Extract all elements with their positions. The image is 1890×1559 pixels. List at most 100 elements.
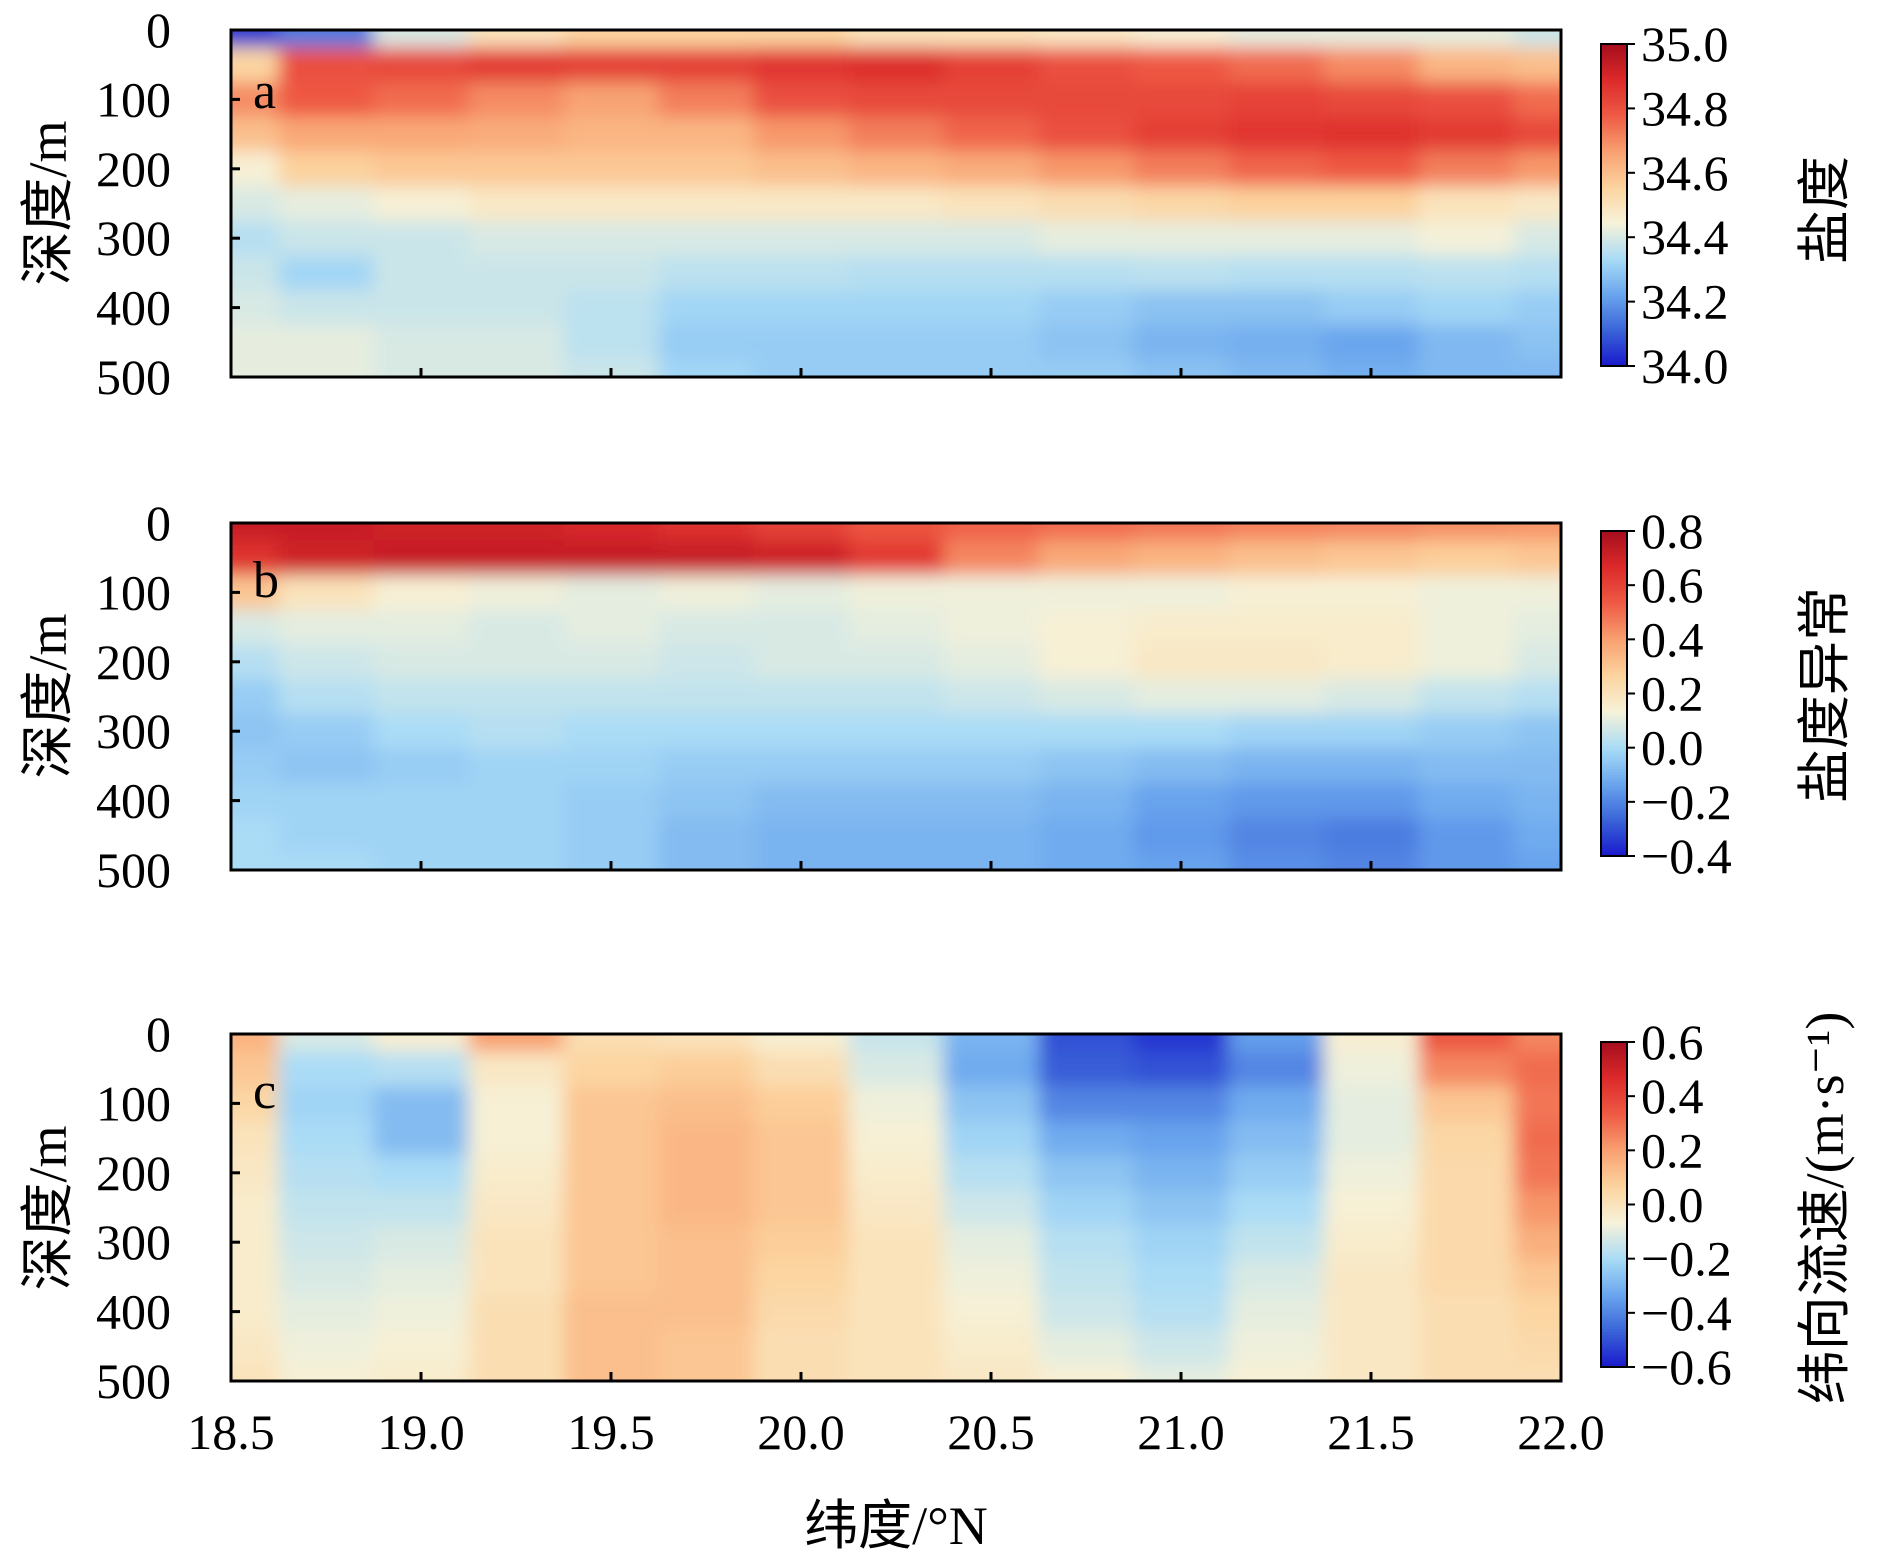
colorbar-swatch: [1601, 628, 1627, 632]
heatmap-cell: [848, 1051, 945, 1087]
colorbar-swatch: [1601, 84, 1627, 88]
heatmap-cell: [848, 220, 945, 257]
colorbar-swatch: [1601, 604, 1627, 608]
colorbar-tick-label: 34.6: [1641, 145, 1729, 201]
heatmap-cell: [1323, 30, 1420, 48]
heatmap-cell: [231, 1120, 280, 1157]
colorbar-swatch: [1601, 199, 1627, 203]
colorbar-swatch: [1601, 108, 1627, 112]
heatmap-cell: [1513, 220, 1561, 257]
heatmap-cell: [231, 1051, 280, 1087]
colorbar-swatch: [1601, 574, 1627, 578]
heatmap-cell: [753, 1294, 850, 1330]
colorbar-swatch: [1601, 1226, 1627, 1230]
colorbar-swatch: [1601, 799, 1627, 803]
heatmap-cell: [848, 1155, 945, 1191]
heatmap-cell: [1133, 255, 1230, 291]
colorbar-swatch: [1601, 850, 1627, 854]
heatmap-cell: [1513, 359, 1561, 377]
heatmap-cell: [563, 186, 660, 222]
heatmap-cell: [658, 186, 755, 222]
colorbar-tick-label: 34.8: [1641, 80, 1729, 136]
colorbar-tick-label: −0.4: [1641, 1285, 1732, 1341]
heatmap-cell: [468, 1363, 565, 1381]
heatmap-cell: [943, 1155, 1040, 1191]
heatmap-cell: [1133, 540, 1230, 576]
colorbar-swatch: [1601, 1172, 1627, 1176]
colorbar-swatch: [1601, 54, 1627, 59]
colorbar-swatch: [1601, 105, 1627, 109]
heatmap-cell: [848, 523, 945, 541]
heatmap-cell: [231, 679, 280, 715]
colorbar-swatch: [1601, 631, 1627, 635]
colorbar-swatch: [1601, 1093, 1627, 1097]
colorbar-swatch: [1601, 78, 1627, 83]
heatmap-cell: [1133, 575, 1230, 611]
plot-frame-a: [229, 28, 1563, 379]
colorbar-tick-label: 0.8: [1641, 503, 1704, 559]
colorbar-swatch: [1601, 180, 1627, 185]
heatmap-cell: [943, 47, 1040, 83]
heatmap-cell: [1038, 1224, 1135, 1261]
heatmap-cell: [373, 255, 470, 291]
heatmap-cell: [1133, 679, 1230, 715]
heatmap-cell: [563, 47, 660, 83]
colorbar-swatch: [1601, 132, 1627, 136]
heatmap-cell: [1228, 575, 1325, 611]
heatmap-cell: [1323, 255, 1420, 291]
heatmap-cell: [278, 575, 375, 611]
colorbar-swatch: [1601, 679, 1627, 684]
colorbar-swatch: [1601, 539, 1627, 543]
colorbar-swatch: [1601, 736, 1627, 741]
heatmap-cell: [658, 1051, 755, 1087]
heatmap-cell: [468, 783, 565, 819]
colorbar-swatch: [1601, 571, 1627, 575]
heatmap-cell: [658, 1034, 755, 1052]
heatmap-cell: [658, 324, 755, 361]
y-tick-label: 500: [96, 349, 171, 405]
heatmap-cell: [943, 1051, 1040, 1087]
heatmap-cell: [231, 324, 280, 361]
heatmap-cell: [1418, 47, 1515, 83]
colorbar-swatch: [1601, 682, 1627, 686]
heatmap-cell: [373, 186, 470, 222]
heatmap-cell: [1228, 116, 1325, 153]
colorbar-swatch: [1601, 1153, 1627, 1157]
colorbar-swatch: [1601, 148, 1627, 152]
heatmap-cell: [278, 1224, 375, 1261]
colorbar-swatch: [1601, 834, 1627, 838]
colorbar-swatch: [1601, 1109, 1627, 1114]
heatmap-cell: [373, 818, 470, 854]
heatmap-cell: [1418, 1363, 1515, 1381]
heatmap-cell: [1038, 575, 1135, 611]
heatmap-cell: [1418, 1120, 1515, 1157]
heatmap-cell: [1513, 30, 1561, 48]
heatmap-cell: [278, 1086, 375, 1122]
colorbar-swatch: [1601, 769, 1627, 773]
heatmap-cell: [1228, 1363, 1325, 1381]
colorbar-swatch: [1601, 103, 1627, 107]
heatmap-cell: [943, 1190, 1040, 1226]
heatmap-cell: [1418, 1034, 1515, 1052]
heatmap-cell: [373, 116, 470, 153]
heatmap-cell: [1038, 1155, 1135, 1191]
heatmap-cell: [943, 713, 1040, 750]
colorbar-tick-label: 0.6: [1641, 1014, 1704, 1070]
heatmap-cell: [658, 609, 755, 646]
x-tick-label: 22.0: [1517, 1404, 1605, 1460]
heatmap-cell: [1228, 818, 1325, 854]
colorbar-swatch: [1601, 758, 1627, 762]
heatmap-cell: [468, 713, 565, 750]
heatmap-cell: [943, 151, 1040, 187]
heatmap-cell: [1038, 1034, 1135, 1052]
colorbar-swatch: [1601, 274, 1627, 279]
colorbar-swatch: [1601, 807, 1627, 811]
y-tick-label: 100: [96, 1075, 171, 1131]
heatmap-cell: [753, 1190, 850, 1226]
colorbar-swatch: [1601, 154, 1627, 158]
heatmap-cell: [658, 1086, 755, 1122]
heatmap-cell: [1418, 679, 1515, 715]
heatmap-cell: [1228, 1329, 1325, 1365]
colorbar-swatch: [1601, 363, 1627, 367]
